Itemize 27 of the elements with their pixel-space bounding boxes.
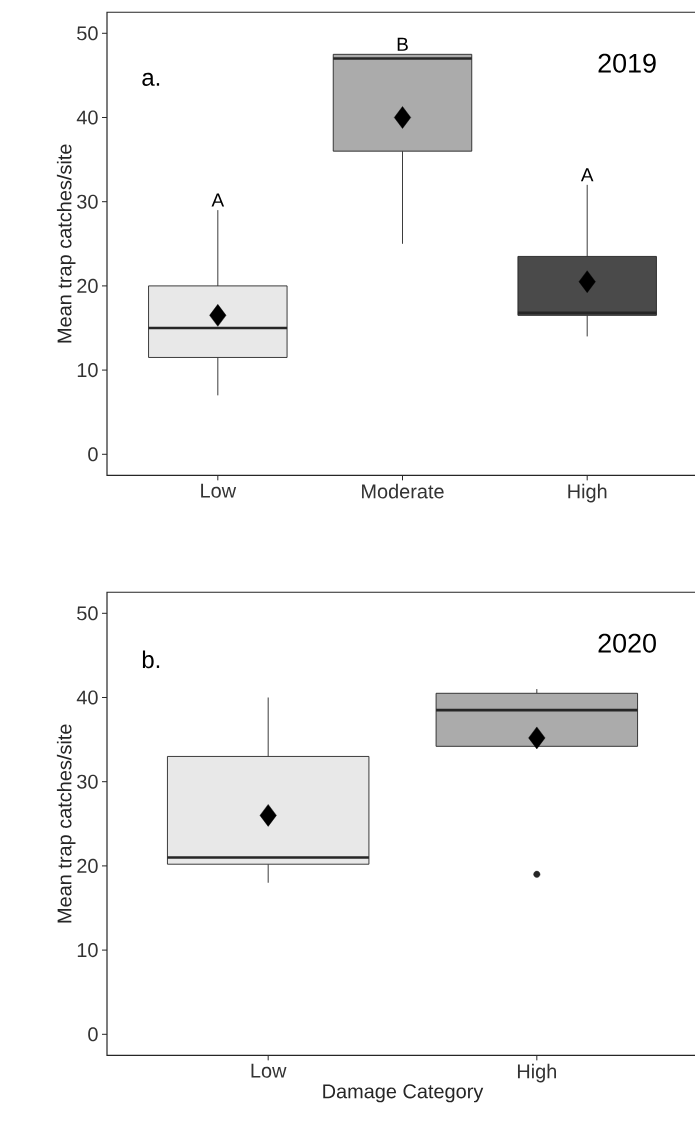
y-tick-label: 20 [77, 858, 98, 873]
annotation: 2020 [598, 633, 656, 653]
annotation: a. [142, 72, 160, 86]
y-tick-label: 10 [77, 943, 98, 958]
y-tick-label: 40 [76, 110, 98, 125]
x-tick-label: Low [201, 483, 237, 498]
y-tick-label: 50 [77, 26, 98, 41]
x-tick-label: Low [251, 1063, 287, 1078]
annotation: B [397, 37, 408, 51]
y-tick-label: 50 [77, 606, 98, 621]
y-tick-label: 0 [88, 447, 98, 462]
x-tick-label: Moderate [362, 483, 444, 499]
y-tick-label: 30 [77, 194, 98, 209]
y-tick-label: 10 [77, 363, 98, 378]
y-tick-label: 0 [88, 1027, 98, 1042]
annotation: 2019 [598, 53, 656, 73]
x-tick-label: High [568, 483, 607, 503]
y-axis-title: Mean trap catches/site [56, 724, 76, 923]
y-tick-label: 30 [77, 774, 98, 789]
annotation: A [211, 193, 225, 207]
x-axis-title: Damage Category [323, 1084, 484, 1103]
x-tick-label: High [517, 1063, 556, 1083]
annotation: A [580, 168, 594, 182]
y-axis-title: Mean trap catches/site [56, 144, 76, 343]
y-tick-label: 40 [76, 690, 98, 705]
y-tick-label: 20 [77, 278, 98, 293]
annotation: b. [142, 650, 160, 669]
